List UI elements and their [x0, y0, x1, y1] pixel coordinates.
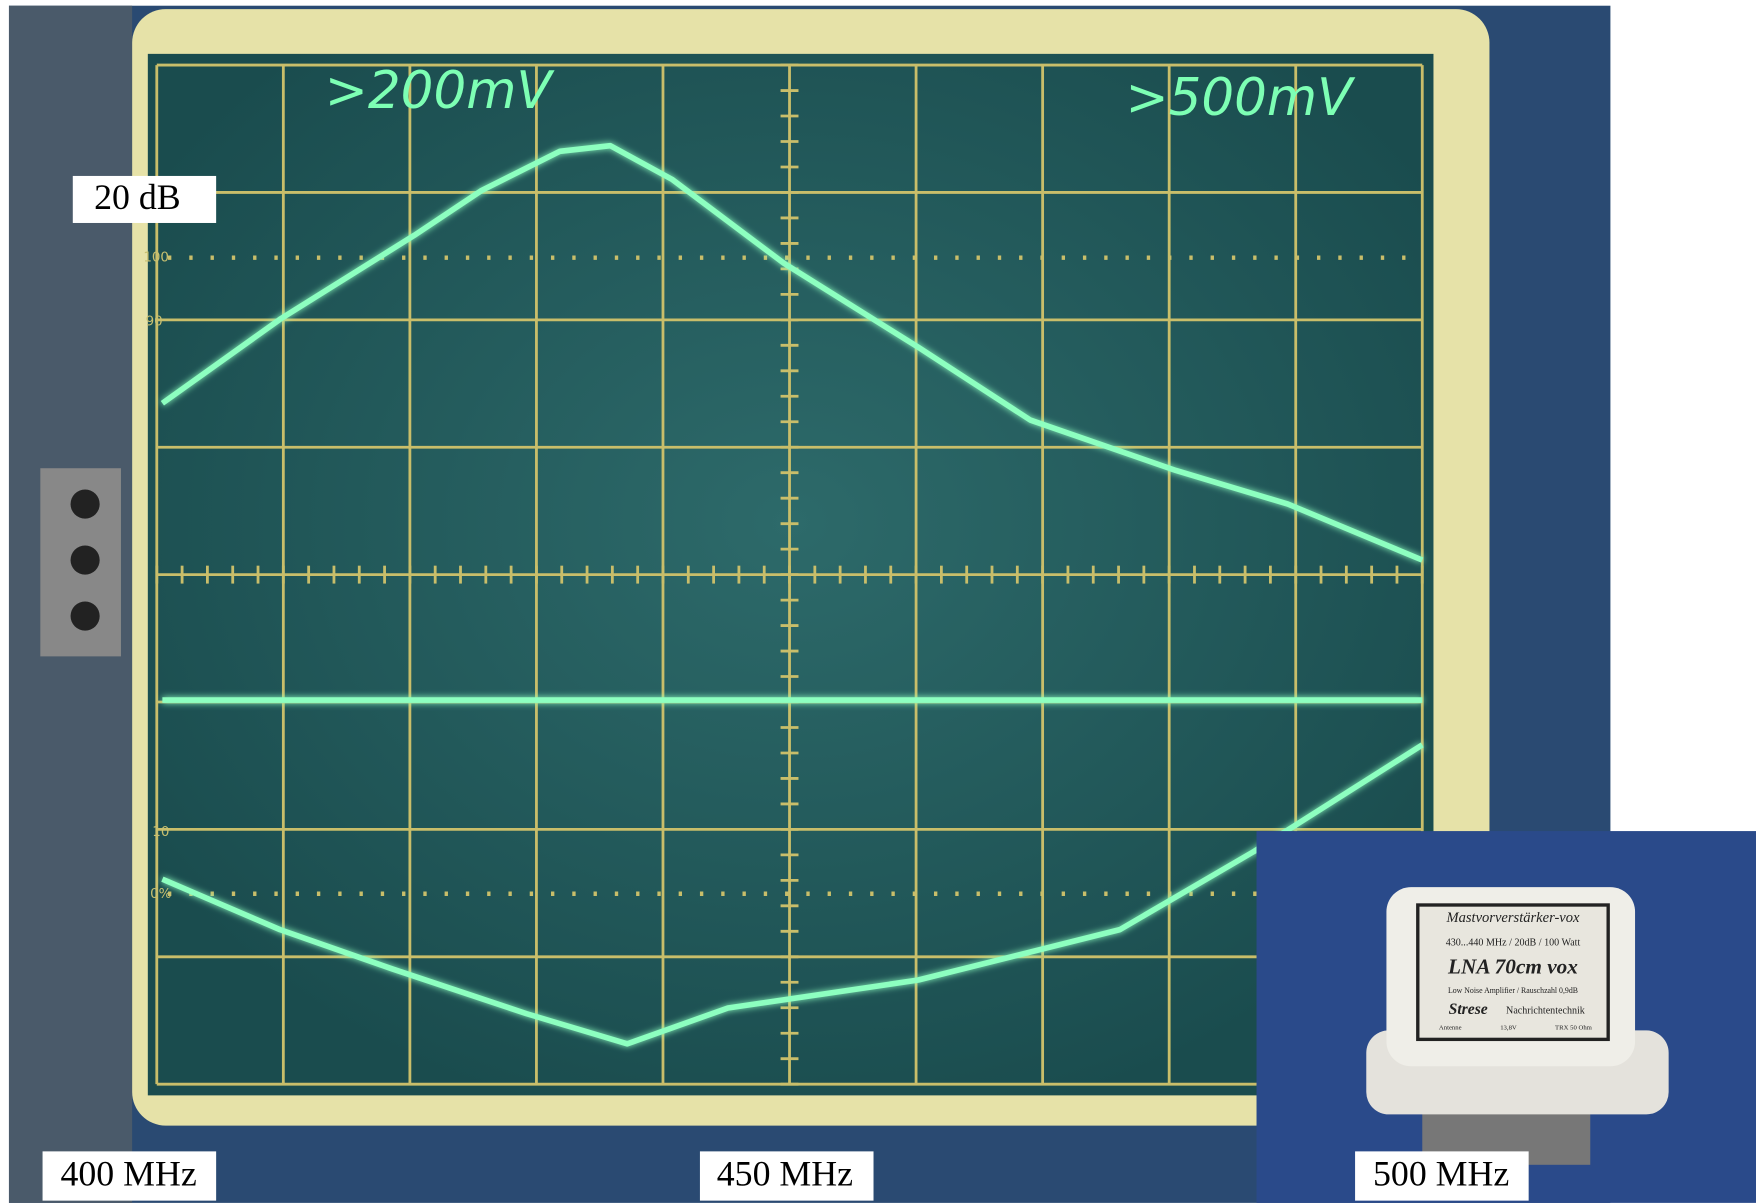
- range-left: >200mV: [325, 61, 556, 121]
- device-text: LNA 70cm vox: [1447, 955, 1578, 979]
- device-text: Strese: [1449, 1001, 1488, 1018]
- device-text: 13,8V: [1500, 1025, 1517, 1032]
- return-trace: [161, 742, 1424, 1047]
- graticule-label: 90: [146, 315, 163, 330]
- freq-label: 500 MHz: [1373, 1153, 1509, 1193]
- graticule-label: 0%: [150, 887, 172, 902]
- label-box: [72, 175, 217, 223]
- device-text: Antenne: [1439, 1025, 1462, 1032]
- button: [70, 545, 100, 575]
- range-right: >500mV: [1125, 68, 1356, 128]
- label-box: [42, 1151, 217, 1201]
- graticule-label: 10: [152, 825, 169, 840]
- device-text: Low Noise Amplifier / Rauschzahl 0,9dB: [1448, 986, 1578, 995]
- device-text: 430...440 MHz / 20dB / 100 Watt: [1446, 937, 1581, 948]
- label-box: [1355, 1151, 1529, 1201]
- freq-label: 400 MHz: [60, 1153, 196, 1193]
- device-text: TRX 50 Ohm: [1555, 1025, 1593, 1032]
- button: [70, 489, 100, 519]
- button: [70, 601, 100, 631]
- freq-label: 450 MHz: [717, 1153, 853, 1193]
- device-label: [1416, 903, 1610, 1042]
- device-text: Nachrichtentechnik: [1506, 1006, 1586, 1017]
- graticule-label: 100: [143, 251, 169, 266]
- gain-trace: [160, 142, 1424, 563]
- traces: [160, 142, 1424, 1047]
- gain-label: 20 dB: [94, 177, 181, 217]
- label-box: [699, 1151, 874, 1201]
- device-text: Mastvorverstärker-vox: [1445, 910, 1580, 926]
